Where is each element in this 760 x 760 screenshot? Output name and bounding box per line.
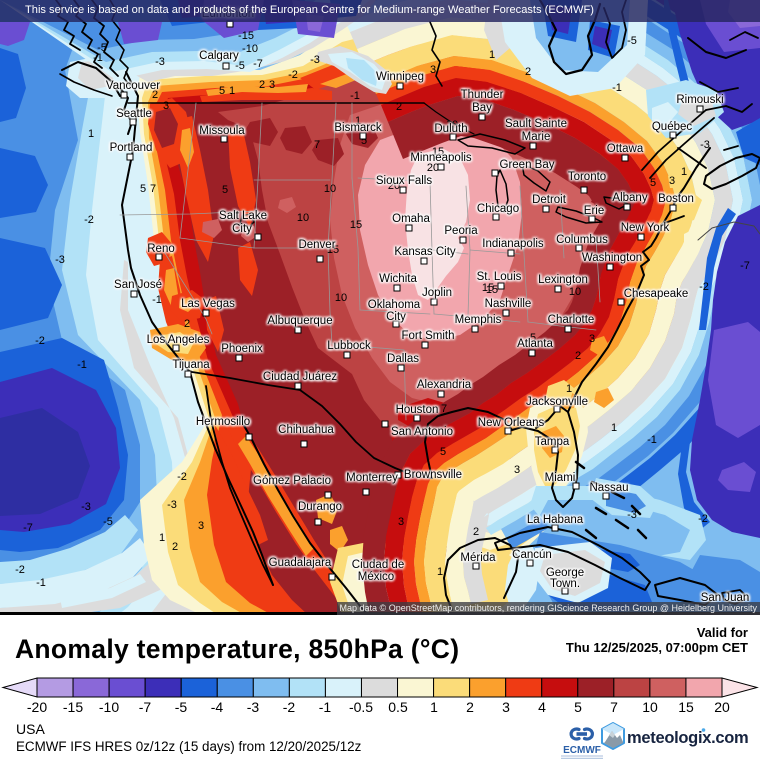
svg-text:ECMWF: ECMWF: [563, 745, 601, 756]
svg-text:meteologix.com: meteologix.com: [627, 729, 748, 747]
